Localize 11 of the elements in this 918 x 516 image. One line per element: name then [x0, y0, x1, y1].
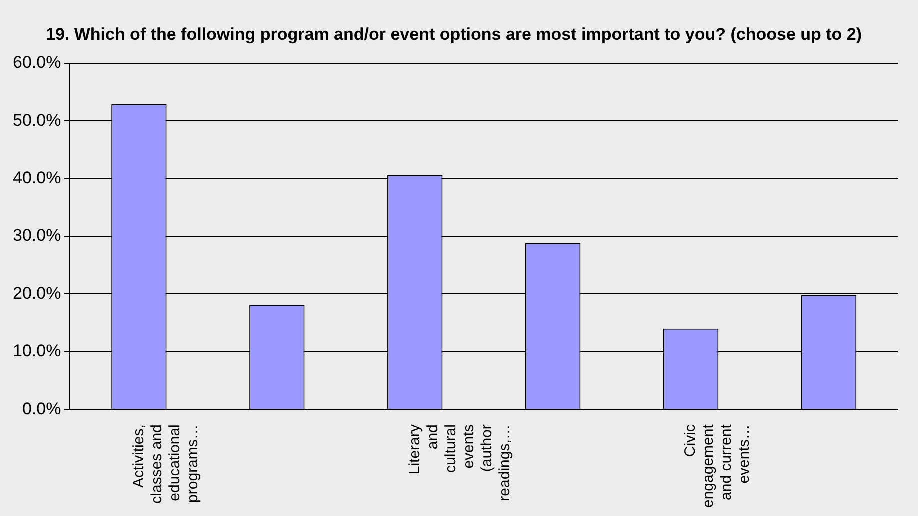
x-tick-label: Civic engagement and current events…: [682, 424, 754, 508]
y-tick-label: 40.0%: [13, 168, 62, 188]
x-tick-label: Literary and cultural events (author readings,…: [406, 424, 514, 502]
y-tick-label: 50.0%: [13, 110, 62, 130]
y-tick-label: 20.0%: [13, 284, 62, 303]
x-tick-label: Activities, classes and educational programs…: [130, 424, 202, 504]
y-tick-label: 0.0%: [22, 399, 62, 418]
chart-title: 19. Which of the following program and/or event options are most important to you? (choose up to 2): [46, 24, 862, 44]
y-tick-label: 30.0%: [13, 226, 62, 246]
y-tick-label: 10.0%: [13, 342, 62, 361]
y-tick-label: 60.0%: [13, 53, 62, 72]
